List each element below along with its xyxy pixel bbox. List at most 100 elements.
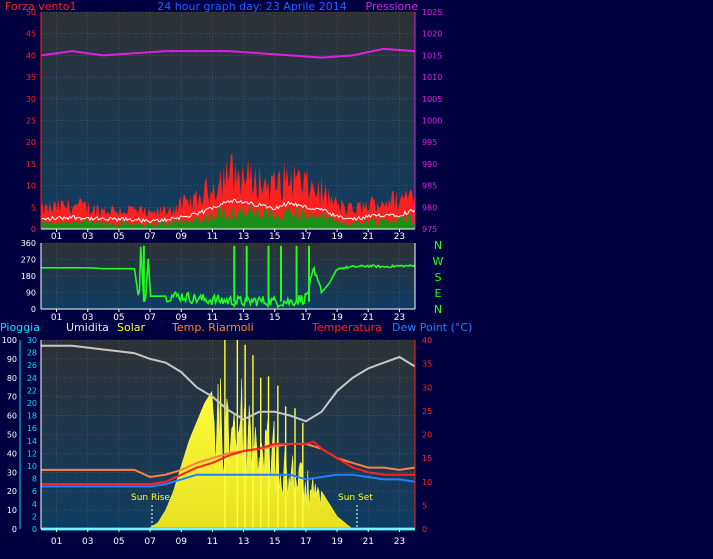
top-left-ytick-label: 40 bbox=[26, 51, 36, 60]
bottom-inner-ytick-label: 2 bbox=[32, 512, 37, 521]
pressure-title: Pressione bbox=[366, 0, 419, 13]
bottom-left-ytick-label: 0 bbox=[12, 525, 17, 534]
dir-xtick-label: 01 bbox=[51, 313, 62, 323]
top-right-ytick-label: 1025 bbox=[422, 8, 442, 17]
dir-xtick-label: 15 bbox=[269, 313, 280, 323]
bottom-inner-ytick-label: 24 bbox=[27, 374, 37, 383]
bottom-xtick-label: 11 bbox=[207, 537, 218, 547]
dir-xtick-label: 09 bbox=[176, 313, 188, 323]
dir-xtick-label: 13 bbox=[238, 313, 249, 323]
bottom-xtick-label: 21 bbox=[363, 537, 374, 547]
bottom-xtick-label: 03 bbox=[82, 537, 93, 547]
temperature-line bbox=[41, 440, 415, 486]
dir-xtick-label: 23 bbox=[394, 313, 405, 323]
bottom-left-ytick-label: 60 bbox=[7, 412, 17, 421]
sun-rise-label: Sun Rise bbox=[131, 493, 170, 503]
bottom-xtick-label: 19 bbox=[331, 537, 343, 547]
compass-n-bottom: N bbox=[434, 303, 442, 316]
wind-force-line bbox=[40, 198, 416, 224]
bottom-left-ytick-label: 50 bbox=[7, 431, 17, 440]
top-right-ytick-label: 975 bbox=[422, 225, 437, 234]
graph-date-title: 24 hour graph day: 23 Aprile 2014 bbox=[157, 0, 346, 13]
bottom-inner-ytick-label: 14 bbox=[27, 437, 37, 446]
bottom-left-ytick-label: 30 bbox=[7, 468, 17, 477]
temp-riarmoli-label: Temp. Riarmoli bbox=[171, 321, 254, 334]
bottom-left-ytick-label: 90 bbox=[7, 355, 17, 364]
bottom-inner-ytick-label: 26 bbox=[27, 361, 37, 370]
bottom-right-ytick-label: 0 bbox=[422, 525, 427, 534]
dir-xtick-label: 11 bbox=[207, 313, 218, 323]
wind-force-title: Forza vento1 bbox=[5, 0, 77, 13]
wind-average-area bbox=[41, 204, 415, 229]
top-xtick-label: 13 bbox=[238, 232, 249, 242]
top-left-ytick-label: 5 bbox=[31, 203, 36, 212]
series-layer bbox=[40, 47, 416, 531]
top-right-ytick-label: 1005 bbox=[422, 95, 442, 104]
top-xtick-label: 17 bbox=[300, 232, 311, 242]
top-xtick-label: 03 bbox=[82, 232, 93, 242]
dew-point-line bbox=[41, 473, 416, 488]
humidity-label: Umidita bbox=[66, 321, 109, 334]
top-xtick-label: 21 bbox=[363, 232, 374, 242]
dew-point-label: Dew Point (°C) bbox=[392, 321, 472, 334]
bottom-inner-ytick-label: 6 bbox=[32, 487, 37, 496]
bottom-inner-ytick-label: 0 bbox=[32, 525, 37, 534]
compass-labels: N W S E N bbox=[433, 239, 444, 316]
bottom-left-ytick-label: 40 bbox=[7, 449, 17, 458]
bottom-inner-ytick-label: 22 bbox=[27, 386, 37, 395]
dir-xtick-label: 17 bbox=[300, 313, 311, 323]
dir-left-ytick-label: 0 bbox=[31, 305, 36, 314]
top-left-ytick-label: 0 bbox=[31, 225, 36, 234]
humidity-line bbox=[41, 344, 416, 423]
top-right-ytick-label: 990 bbox=[422, 160, 437, 169]
bottom-right-ytick-label: 30 bbox=[422, 383, 432, 392]
bottom-inner-ytick-label: 28 bbox=[27, 349, 37, 358]
bottom-xtick-label: 01 bbox=[51, 537, 62, 547]
top-xtick-label: 11 bbox=[207, 232, 218, 242]
top-left-ytick-label: 45 bbox=[26, 30, 36, 39]
top-xtick-label: 09 bbox=[176, 232, 188, 242]
pressure-line bbox=[40, 47, 416, 59]
dir-xtick-label: 19 bbox=[331, 313, 343, 323]
bottom-right-ytick-label: 40 bbox=[422, 336, 432, 345]
dir-left-ytick-label: 360 bbox=[21, 239, 36, 248]
bottom-right-ytick-label: 15 bbox=[422, 454, 432, 463]
top-left-ytick-label: 50 bbox=[26, 8, 36, 17]
bottom-inner-ytick-label: 30 bbox=[27, 336, 37, 345]
bottom-left-ytick-label: 100 bbox=[2, 336, 17, 345]
temperature-label: Temperatura bbox=[311, 321, 382, 334]
bottom-right-ytick-label: 10 bbox=[422, 478, 432, 487]
top-xtick-label: 07 bbox=[144, 232, 155, 242]
dir-left-ytick-label: 270 bbox=[21, 256, 36, 265]
bottom-left-ytick-label: 70 bbox=[7, 393, 17, 402]
top-right-ytick-label: 1010 bbox=[422, 73, 442, 82]
bottom-inner-ytick-label: 20 bbox=[27, 399, 37, 408]
top-right-ytick-label: 1015 bbox=[422, 51, 442, 60]
top-left-ytick-label: 15 bbox=[26, 160, 36, 169]
bottom-right-ytick-label: 35 bbox=[422, 360, 432, 369]
compass-s: S bbox=[435, 271, 442, 284]
bottom-inner-ytick-label: 8 bbox=[32, 475, 37, 484]
bottom-inner-ytick-label: 10 bbox=[27, 462, 37, 471]
top-xtick-label: 23 bbox=[394, 232, 405, 242]
bottom-left-ytick-label: 10 bbox=[7, 506, 17, 515]
dir-left-ytick-label: 90 bbox=[26, 289, 36, 298]
bottom-left-ytick-label: 20 bbox=[7, 487, 17, 496]
bottom-xtick-label: 17 bbox=[300, 537, 311, 547]
compass-e: E bbox=[435, 287, 442, 300]
bottom-inner-ytick-label: 16 bbox=[27, 424, 37, 433]
top-right-ytick-label: 995 bbox=[422, 138, 437, 147]
wind-gust-area bbox=[41, 153, 415, 229]
bottom-xtick-label: 23 bbox=[394, 537, 405, 547]
rain-label: Pioggia bbox=[0, 321, 40, 334]
top-right-ytick-label: 980 bbox=[422, 203, 437, 212]
dir-xtick-label: 03 bbox=[82, 313, 93, 323]
bottom-left-ytick-label: 80 bbox=[7, 374, 17, 383]
dir-left-ytick-label: 180 bbox=[21, 272, 36, 281]
bottom-xtick-label: 05 bbox=[113, 537, 124, 547]
top-right-ytick-label: 1020 bbox=[422, 30, 442, 39]
bottom-right-ytick-label: 20 bbox=[422, 431, 432, 440]
top-left-ytick-label: 10 bbox=[26, 182, 36, 191]
